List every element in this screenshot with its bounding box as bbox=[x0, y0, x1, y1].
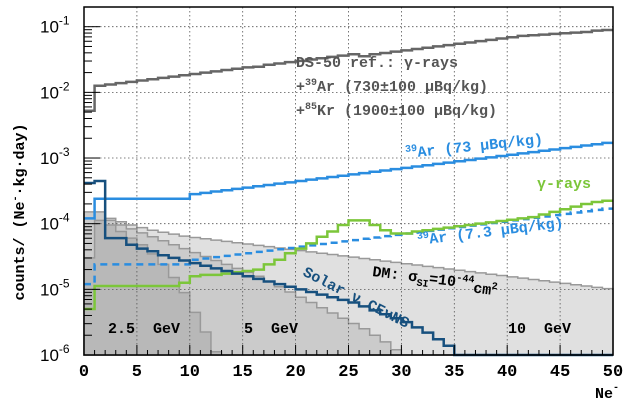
x-tick-label: 20 bbox=[285, 363, 305, 382]
dm-mass-10-label: 10 GeV bbox=[508, 321, 571, 338]
ar39-73-line bbox=[84, 141, 613, 220]
y-tick-label: 10-6 bbox=[40, 342, 70, 365]
x-tick-label: 0 bbox=[79, 363, 89, 382]
x-tick-label: 40 bbox=[497, 363, 517, 382]
y-tick-label: 10-5 bbox=[40, 276, 70, 299]
y-tick-label: 10-4 bbox=[40, 211, 70, 234]
axis-ticks bbox=[83, 26, 614, 356]
series-lines bbox=[84, 28, 613, 357]
ds50-annotation-line1: DS-50 ref.: γ-rays bbox=[296, 55, 458, 72]
y-tick-labels: 10-1 10-2 10-3 10-4 10-5 10-6 bbox=[40, 14, 70, 365]
ar39-7-3-label: 39Ar (7.3 μBq/kg) bbox=[416, 214, 564, 250]
y-tick-label: 10-3 bbox=[40, 145, 70, 168]
x-axis-label: Ne- bbox=[595, 383, 619, 403]
gamma-rays-line bbox=[84, 199, 613, 311]
ds50-ref-line bbox=[84, 28, 613, 112]
dm-mass-5-label: 5 GeV bbox=[244, 321, 298, 338]
dm-mass-2-5-label: 2.5 GeV bbox=[108, 321, 180, 338]
x-tick-label: 30 bbox=[391, 363, 411, 382]
x-tick-label: 15 bbox=[232, 363, 252, 382]
x-tick-label: 35 bbox=[444, 363, 464, 382]
dm-cross-section-label: DM: σSI=10-44cm2 bbox=[371, 263, 499, 300]
gamma-rays-label: γ-rays bbox=[537, 176, 591, 193]
x-tick-label: 25 bbox=[338, 363, 358, 382]
x-tick-labels: 0 5 10 15 20 25 30 35 40 45 50 bbox=[79, 363, 623, 382]
y-tick-label: 10-2 bbox=[40, 79, 70, 102]
y-axis-label: counts/ (Ne-·kg·day) bbox=[11, 123, 29, 300]
x-tick-label: 50 bbox=[603, 363, 623, 382]
ds50-annotation-line2: +39Ar (730±100 μBq/kg) bbox=[296, 78, 488, 96]
y-tick-label: 10-1 bbox=[40, 14, 70, 37]
ds50-annotation-line3: +85Kr (1900±100 μBq/kg) bbox=[296, 102, 497, 120]
x-tick-label: 10 bbox=[180, 363, 200, 382]
x-tick-label: 45 bbox=[550, 363, 570, 382]
x-tick-label: 5 bbox=[132, 363, 142, 382]
